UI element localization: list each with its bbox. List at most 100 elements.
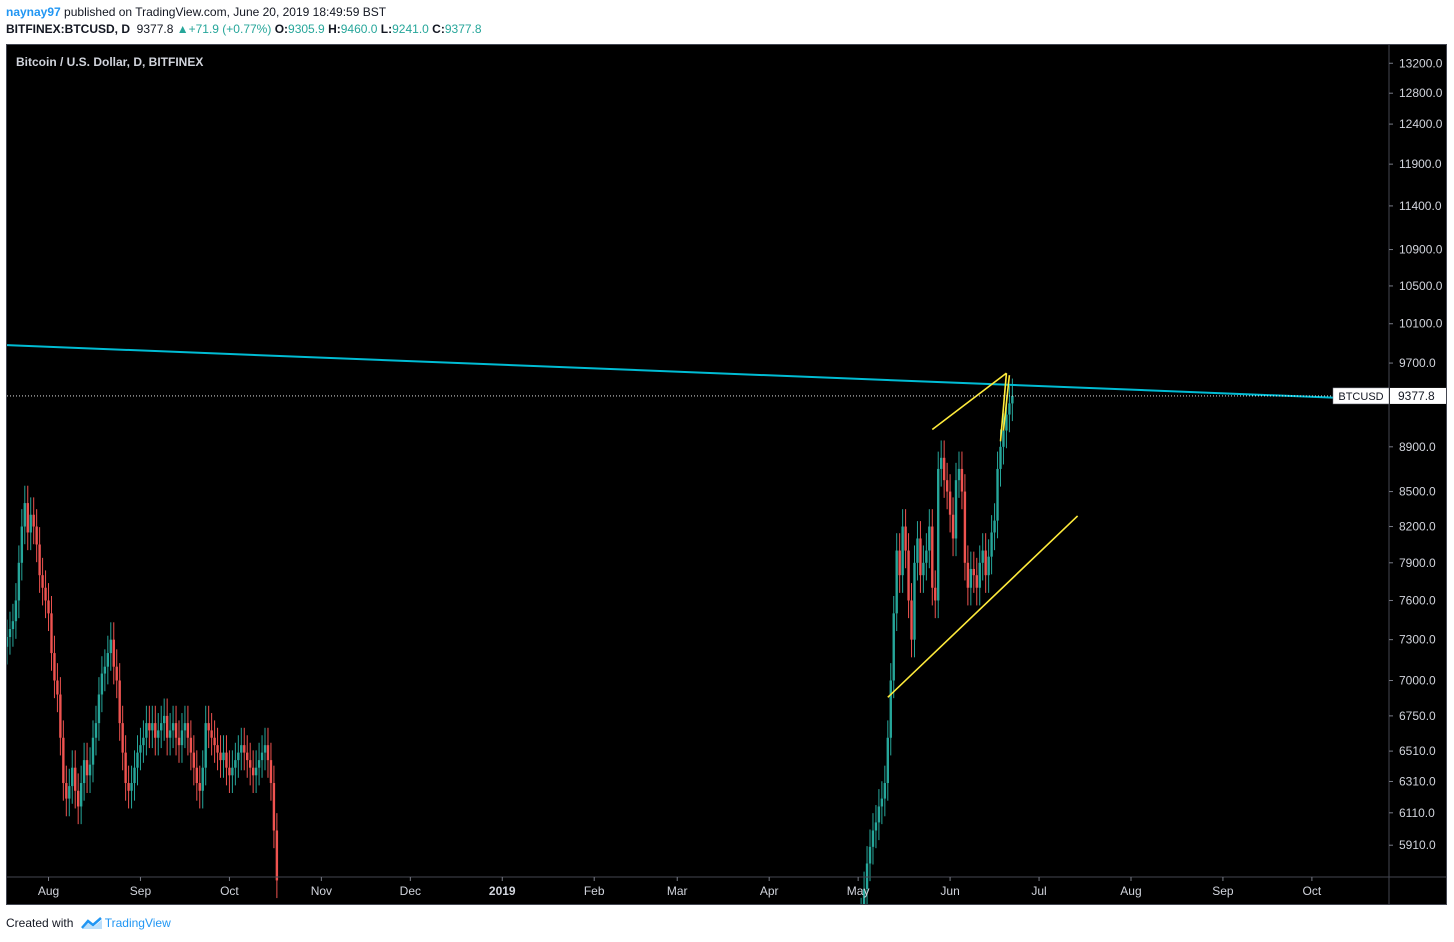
- candle: [213, 720, 216, 763]
- candle: [275, 813, 279, 899]
- time-tick-label: Oct: [220, 884, 239, 898]
- candle-body: [192, 752, 196, 768]
- time-tick-label: Mar: [667, 884, 688, 898]
- candle: [254, 750, 258, 794]
- time-axis[interactable]: Aug Sep Oct Nov Dec 2019 Feb Mar Apr May Jun Jul Aug…: [7, 876, 1446, 898]
- price-tick-label: 8900.0: [1399, 440, 1436, 454]
- candle: [210, 713, 213, 756]
- open-label: O:: [274, 22, 289, 36]
- candle-body: [945, 480, 949, 492]
- candle-body: [257, 760, 261, 768]
- candle-body: [74, 767, 77, 791]
- time-tick-label: Sep: [130, 884, 152, 898]
- candle-body: [1002, 430, 1005, 447]
- candle-body: [263, 745, 267, 753]
- candle-body: [183, 723, 187, 731]
- low-label: L:: [380, 22, 393, 36]
- candle-body: [939, 457, 943, 469]
- candle-body: [82, 760, 86, 784]
- price-tick-label: 10100.0: [1399, 317, 1443, 331]
- candle-body: [937, 468, 940, 601]
- candle: [195, 750, 199, 801]
- candle-body: [127, 783, 130, 791]
- candle: [260, 735, 264, 778]
- candle: [192, 735, 196, 786]
- candle-body: [106, 653, 110, 667]
- candle-body: [186, 723, 190, 738]
- candle: [71, 750, 74, 804]
- candle: [189, 720, 193, 771]
- chart-panel[interactable]: 13200.0 12800.0 12400.0 11900.0 11400.0 10900…: [5, 44, 1447, 942]
- candle: [8, 611, 12, 655]
- price-tick-label: 10500.0: [1399, 279, 1443, 293]
- candle-body: [960, 468, 964, 492]
- candle-body: [133, 767, 136, 784]
- chart-canvas[interactable]: 13200.0 12800.0 12400.0 11900.0 11400.0 10900…: [5, 45, 1446, 942]
- candle-body: [919, 538, 922, 576]
- time-tick-label: Apr: [760, 884, 779, 898]
- candle: [987, 539, 990, 593]
- candle: [231, 750, 234, 794]
- time-tick-label: May: [847, 884, 870, 898]
- candle-body: [993, 520, 996, 533]
- candle: [957, 451, 961, 498]
- candle: [136, 735, 139, 786]
- candle-body: [1005, 414, 1008, 431]
- candle-body: [969, 568, 973, 588]
- candle-body: [228, 767, 231, 776]
- candle: [228, 750, 231, 794]
- candle-body: [951, 514, 955, 539]
- candle-body: [254, 767, 258, 776]
- candle-body: [954, 480, 958, 539]
- candle-body: [931, 526, 934, 588]
- candle: [901, 509, 904, 593]
- candle-body: [275, 830, 279, 881]
- candle: [993, 503, 996, 551]
- candle: [97, 677, 101, 741]
- candle-body: [103, 666, 107, 674]
- candle-body: [213, 737, 216, 746]
- candle-body: [957, 468, 961, 481]
- candle-body: [913, 562, 916, 640]
- candle: [112, 622, 115, 685]
- candle-body: [237, 752, 240, 761]
- candle: [960, 451, 964, 510]
- candle: [38, 527, 41, 593]
- candle-body: [984, 550, 987, 576]
- candle-body: [17, 562, 21, 601]
- chart-title: Bitcoin / U.S. Dollar, D, BITFINEX: [16, 55, 204, 69]
- high-value: 9460.0: [340, 22, 378, 36]
- candle-body: [269, 760, 273, 784]
- tradingview-brand[interactable]: TradingView: [104, 916, 171, 930]
- candle-body: [978, 562, 981, 588]
- candle-body: [168, 730, 172, 738]
- candle: [62, 720, 65, 801]
- candle: [207, 705, 210, 749]
- candle: [269, 742, 273, 801]
- last-price: 9377.8: [136, 22, 174, 36]
- candle-body: [922, 562, 925, 576]
- price-tick-label: 5910.0: [1399, 838, 1436, 852]
- candle-body: [877, 806, 881, 823]
- candle-body: [260, 752, 264, 761]
- candle: [868, 829, 872, 882]
- candle: [50, 595, 53, 671]
- candle-body: [157, 730, 160, 738]
- candle: [222, 735, 225, 778]
- candle-body: [5, 636, 9, 647]
- candle: [966, 545, 970, 606]
- candle: [937, 451, 940, 619]
- price-tick-label: 8500.0: [1399, 485, 1436, 499]
- candle-body: [948, 491, 952, 515]
- candle-body: [115, 666, 118, 681]
- candle: [910, 583, 913, 658]
- author-name[interactable]: naynay97: [6, 5, 61, 19]
- candle-body: [88, 764, 92, 776]
- candle-body: [975, 575, 978, 588]
- candle-body: [246, 752, 249, 761]
- candle: [892, 595, 895, 699]
- candle: [272, 765, 276, 849]
- price-tick-label: 13200.0: [1399, 56, 1443, 70]
- candle: [32, 497, 35, 545]
- price-axis[interactable]: 13200.0 12800.0 12400.0 11900.0 11400.0 10900…: [1332, 45, 1446, 904]
